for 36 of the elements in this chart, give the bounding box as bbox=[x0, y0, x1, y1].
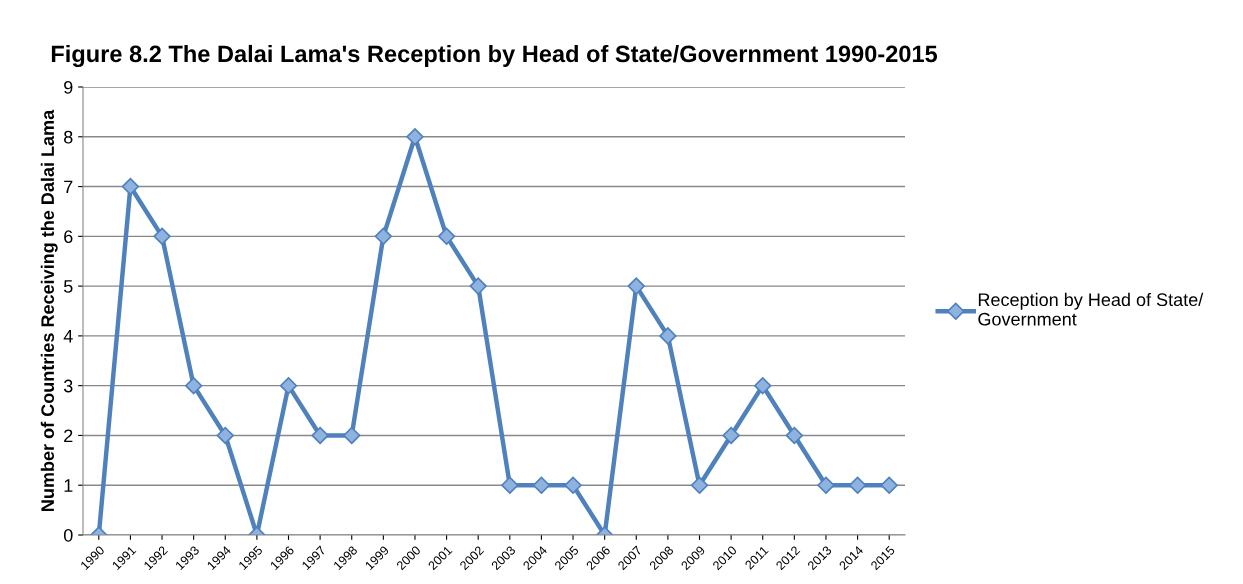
chart-title: Figure 8.2 The Dalai Lama's Reception by Head of State/Government 1990-2015 bbox=[51, 44, 938, 67]
point bbox=[343, 426, 361, 445]
point bbox=[722, 426, 740, 445]
point bbox=[564, 476, 582, 494]
point bbox=[690, 476, 709, 494]
point bbox=[817, 476, 835, 494]
point bbox=[627, 277, 645, 295]
legend-label: Reception by Head of State/ Government bbox=[978, 292, 1204, 326]
y-tick-label: 2 bbox=[64, 429, 73, 442]
point bbox=[659, 327, 677, 345]
point bbox=[279, 376, 298, 395]
point bbox=[437, 227, 456, 246]
point bbox=[848, 476, 867, 494]
point bbox=[785, 426, 804, 445]
point bbox=[754, 376, 772, 395]
y-axis-title: Number of Countries Receiving the Dalai Lama bbox=[40, 109, 58, 511]
y-tick-label: 7 bbox=[64, 180, 73, 194]
y-tick-label: 3 bbox=[63, 379, 73, 393]
point bbox=[374, 227, 393, 246]
y-tick-label: 1 bbox=[64, 479, 73, 492]
y-tick-label: 6 bbox=[64, 230, 73, 244]
point bbox=[469, 277, 487, 295]
point bbox=[532, 476, 551, 494]
point bbox=[121, 177, 140, 196]
point bbox=[406, 128, 424, 146]
point bbox=[184, 376, 203, 395]
point bbox=[880, 476, 898, 494]
y-tick-label: 5 bbox=[63, 280, 73, 293]
point bbox=[153, 227, 171, 246]
point bbox=[501, 476, 519, 494]
y-tick-label: 8 bbox=[64, 130, 73, 144]
y-tick-label: 4 bbox=[63, 330, 73, 343]
y-tick-label: 0 bbox=[63, 528, 73, 542]
point bbox=[311, 426, 329, 445]
point bbox=[216, 426, 234, 445]
y-tick-label: 9 bbox=[64, 80, 73, 94]
